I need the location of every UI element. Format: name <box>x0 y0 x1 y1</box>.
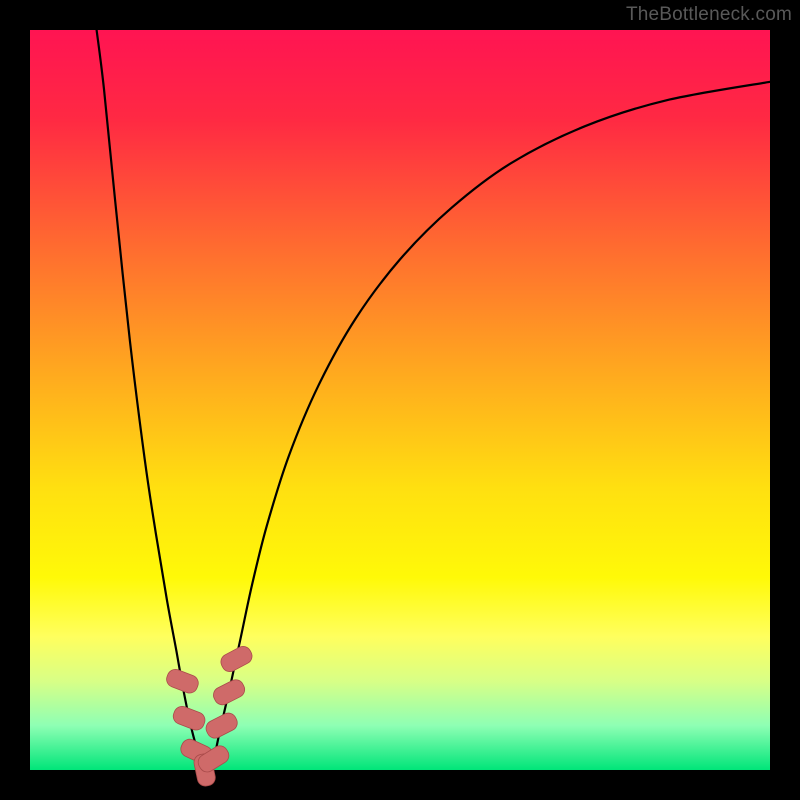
curve-marker <box>218 644 255 675</box>
curve-marker <box>203 710 240 741</box>
curve-layer <box>30 30 770 770</box>
watermark-text: TheBottleneck.com <box>626 4 792 26</box>
bottleneck-curve <box>97 30 770 770</box>
curve-marker <box>171 704 207 732</box>
chart-frame: TheBottleneck.com <box>0 0 800 800</box>
curve-marker <box>164 667 200 695</box>
plot-area <box>30 30 770 770</box>
curve-marker <box>211 677 248 708</box>
